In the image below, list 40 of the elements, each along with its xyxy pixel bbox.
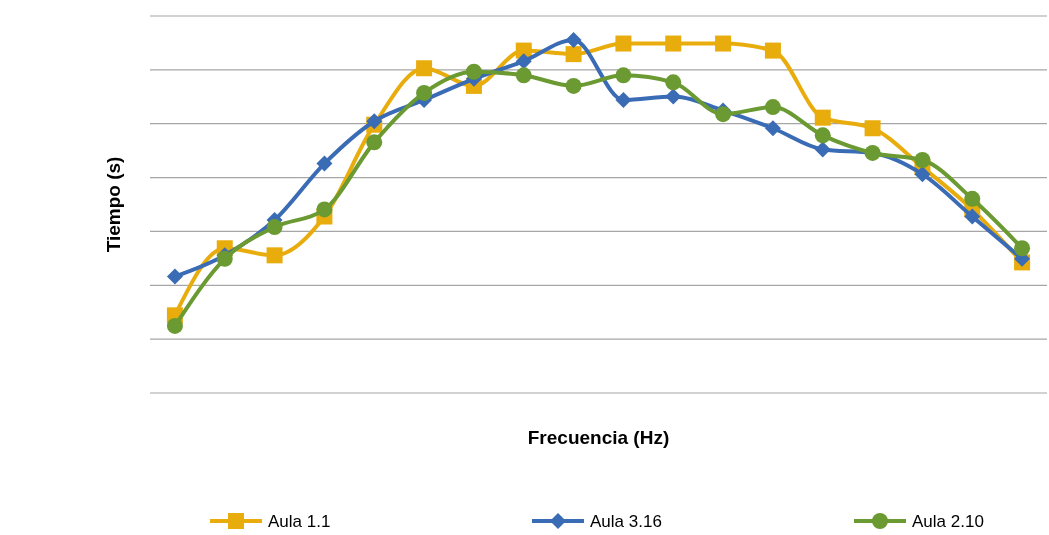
point	[764, 42, 781, 59]
x-axis-title: Frecuencia (Hz)	[527, 427, 670, 448]
point	[665, 35, 682, 52]
legend-label: Aula 3.16	[590, 512, 662, 531]
point	[416, 60, 433, 77]
point	[914, 166, 931, 183]
point	[964, 190, 981, 207]
point	[166, 268, 183, 285]
point	[266, 247, 283, 264]
point	[715, 106, 732, 123]
point	[166, 317, 183, 334]
point	[914, 152, 931, 169]
point	[764, 120, 781, 137]
point	[565, 46, 582, 63]
point	[615, 92, 632, 109]
point	[515, 67, 532, 84]
point	[814, 141, 831, 158]
point	[864, 120, 881, 137]
point	[665, 88, 682, 105]
point	[615, 35, 632, 52]
point	[964, 208, 981, 225]
point	[316, 155, 333, 172]
point	[565, 32, 582, 48]
point	[1014, 240, 1031, 257]
point	[366, 134, 383, 151]
point	[565, 77, 582, 94]
point	[715, 35, 732, 52]
y-axis-title: Tiempo (s)	[103, 156, 124, 253]
point	[416, 84, 433, 101]
point	[814, 109, 831, 126]
legend-label: Aula 1.1	[268, 512, 331, 531]
legend-label: Aula 2.10	[912, 512, 984, 531]
point	[465, 63, 482, 80]
point	[515, 53, 532, 70]
point	[266, 219, 283, 236]
point	[316, 201, 333, 218]
point	[814, 127, 831, 144]
point	[615, 67, 632, 84]
point	[665, 74, 682, 91]
point	[764, 99, 781, 116]
